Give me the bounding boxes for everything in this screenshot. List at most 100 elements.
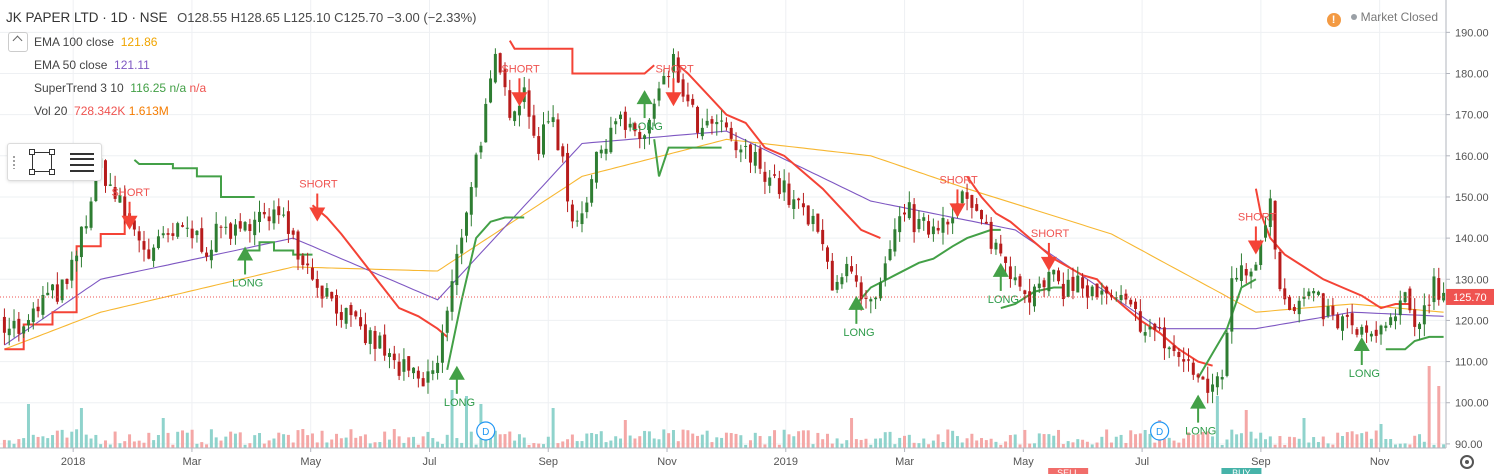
volume-bar [903,435,906,448]
gear-icon[interactable] [1460,455,1474,469]
volume-bar [830,443,834,448]
candle-body [1215,376,1219,388]
drag-handle-icon[interactable] [12,155,16,169]
candle-body [1182,359,1186,362]
candle-body [320,285,324,299]
volume-bar [1100,436,1104,448]
volume-bar [1379,424,1383,448]
volume-bar [1268,436,1272,448]
time-tick-label: Sep [1251,456,1271,468]
volume-bar [585,433,589,448]
volume-bar [850,418,854,448]
supertrend-segment [311,204,448,338]
candle-body [936,227,940,231]
candle-body [1114,297,1118,299]
candle-body [1418,323,1422,330]
volume-bar [12,443,16,448]
candle-body [1042,280,1046,288]
candle-body [570,204,574,222]
volume-bar [878,438,882,448]
volume-bar [1408,444,1412,448]
candle-body [1292,307,1296,312]
volume-bar [1413,435,1417,448]
volume-bar [936,434,940,448]
time-axis[interactable]: 2018 Mar May Jul Sep Nov 2019 Mar May Jul Sep Nov [0,447,1446,468]
volume-bar [181,430,184,448]
volume-bar [508,431,512,448]
candle-body [1057,270,1061,282]
volume-bar [272,438,276,448]
candle-body [821,229,825,245]
volume-bar [980,438,984,448]
time-tick-label: Jul [422,456,436,468]
volume-bar [349,429,353,448]
volume-bar [156,435,160,448]
volume-bar [527,444,531,448]
volume-bar [440,443,444,448]
volume-bar [710,442,714,448]
volume-bar [1028,443,1032,448]
candle-body [1230,278,1234,332]
candle-body [652,103,656,119]
candle-body [1278,251,1282,290]
indicator-supertrend[interactable]: SuperTrend 3 10 116.25 n/a n/a [34,81,207,95]
change-value: −3.00 (−2.33%) [386,10,477,25]
volume-bar [922,438,926,448]
candle-body [60,279,64,301]
last-price-label: 125.70 [1453,292,1487,304]
candle-body [797,198,801,201]
indicator-ema100[interactable]: EMA 100 close 121.86 [34,35,158,49]
candle-body [777,178,781,195]
candle-body [51,284,55,291]
volume-bar [580,441,584,448]
volume-bar [724,432,728,448]
candle-body [1403,292,1407,303]
candle-body [907,202,911,219]
volume-bar [1365,431,1369,448]
volume-bar [137,440,141,448]
volume-bar [551,408,555,448]
volume-bar [416,444,420,448]
candle-body [368,330,372,344]
volume-bar [604,442,608,448]
indicator-volume[interactable]: Vol 20 728.342K 1.613M [34,104,169,118]
short-signal-label: SHORT [1031,228,1070,240]
volume-bar [128,434,132,448]
volume-bar [421,436,425,448]
parallel-lines-tool-icon[interactable] [70,152,94,172]
collapse-legend-button[interactable] [8,32,28,52]
candle-body [1374,329,1378,336]
warning-icon[interactable]: ! [1326,13,1341,27]
volume-bar [26,404,30,448]
candle-body [407,356,411,371]
candle-body [1109,295,1113,297]
short-arrow-icon [511,92,528,107]
volume-bar [464,396,468,448]
volume-bar [1095,442,1099,448]
price-axis[interactable]: 90.00 100.00 110.00 120.00 130.00 140.00 150.0… [1445,0,1494,474]
candle-body [267,216,271,222]
volume-bar [1355,434,1359,448]
volume-bar [705,430,709,448]
indicator-ema50[interactable]: EMA 50 close 121.11 [34,58,150,72]
symbol-title[interactable]: JK PAPER LTD · 1D · NSE [6,10,168,25]
volume-bar [1134,434,1138,448]
candle-body [825,247,829,262]
candle-body [1422,305,1426,325]
volume-bar [1167,437,1171,448]
candle-body [720,120,724,122]
candle-body [132,220,136,230]
volume-bar [888,431,892,448]
rectangle-tool-icon[interactable] [29,149,55,175]
volume-bar [1341,436,1345,448]
volume-bar [1239,433,1243,448]
candle-body [262,211,266,215]
candle-body [748,144,752,163]
volume-bar [970,433,974,448]
volume-bar [1307,442,1311,448]
time-tick-label: Jul [1135,456,1149,468]
candle-body [874,297,878,300]
volume-bar [883,432,887,448]
volume-bar [773,430,777,448]
